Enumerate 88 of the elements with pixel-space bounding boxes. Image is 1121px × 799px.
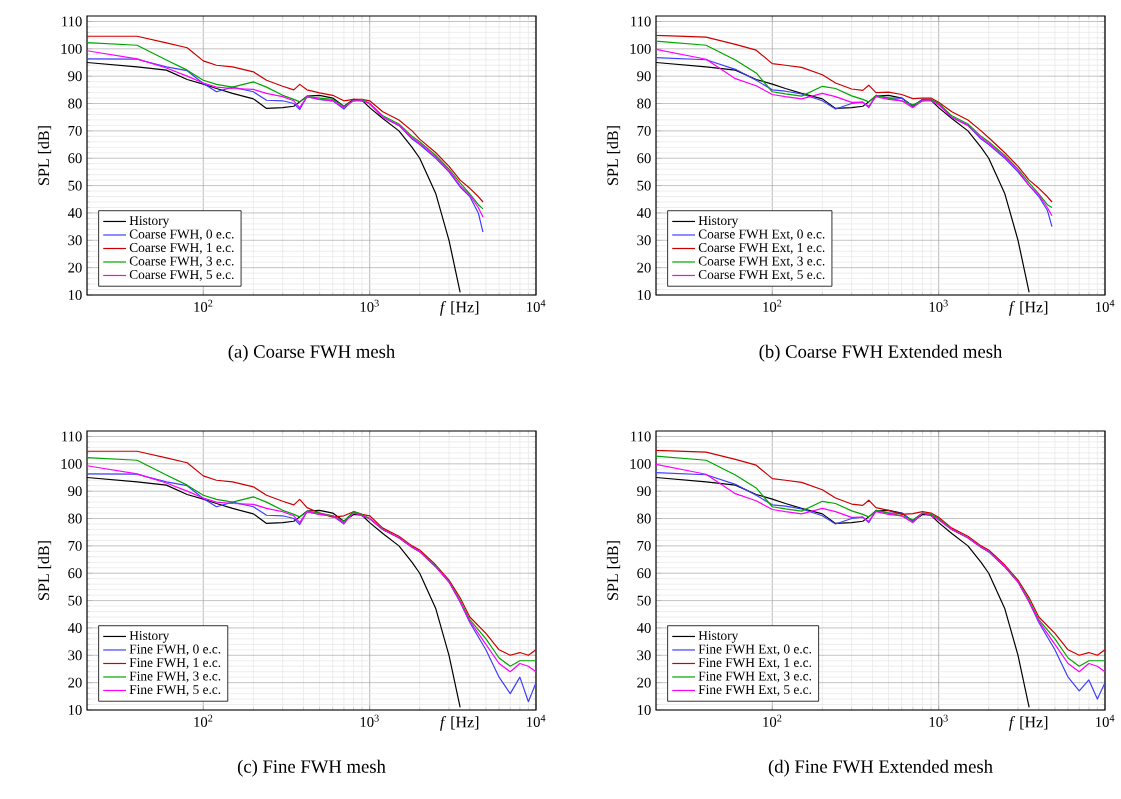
legend-label: History	[698, 216, 739, 228]
y-tick-label: 90	[68, 486, 82, 497]
x-tick-label: 10$^{4}$	[1096, 299, 1115, 312]
y-tick-label: 20	[637, 262, 651, 273]
y-tick-label: 110	[631, 431, 651, 442]
y-tick-label: 70	[68, 125, 82, 136]
y-tick-label: 60	[637, 153, 651, 164]
y-tick-label: 90	[637, 486, 651, 497]
x-tick-label: 10$^{3}$	[929, 299, 948, 312]
y-tick-label: 100	[630, 458, 651, 469]
y-tick-label: 80	[68, 513, 82, 524]
legend-label: Fine FWH Ext, 0 e.c.	[698, 644, 812, 656]
y-tick-label: 70	[637, 125, 651, 136]
y-tick-label: 40	[67, 623, 82, 633]
x-axis-title: f [Hz]	[440, 301, 479, 316]
legend-label: Coarse FWH, 3 e.c.	[129, 256, 234, 268]
y-tick-label: 10	[68, 705, 82, 715]
legend-label: Coarse FWH, 0 e.c.	[129, 229, 234, 241]
legend-label: Coarse FWH Ext, 0 e.c.	[698, 229, 825, 241]
x-tick-label: 10$^{2}$	[194, 714, 213, 727]
y-tick-label: 20	[68, 677, 82, 688]
y-axis-title: SPL [dB]	[606, 126, 621, 185]
y-tick-label: 100	[61, 43, 82, 54]
y-tick-label: 80	[637, 98, 651, 109]
y-tick-label: 40	[67, 208, 82, 218]
text: (b) Coarse FWH Extended mesh	[759, 344, 1003, 362]
legend-label: Coarse FWH Ext, 3 e.c.	[698, 256, 825, 268]
y-tick-label: 40	[636, 208, 651, 218]
legend-label: Coarse FWH, 1 e.c.	[129, 243, 234, 254]
y-tick-label: 70	[68, 540, 82, 551]
y-tick-label: 20	[68, 262, 82, 273]
y-tick-label: 30	[637, 650, 651, 661]
x-tick-label: 10$^{3}$	[929, 714, 948, 727]
legend-label: History	[698, 631, 739, 643]
x-tick-label: 10$^{3}$	[360, 714, 379, 727]
y-tick-label: 80	[637, 513, 651, 524]
x-axis-title: f [Hz]	[440, 716, 479, 731]
y-tick-label: 10	[637, 290, 651, 300]
legend-label: Coarse FWH, 5 e.c.	[129, 270, 234, 281]
y-tick-label: 70	[637, 540, 651, 551]
y-axis-title: SPL [dB]	[606, 541, 621, 600]
text: (d) Fine FWH Extended mesh	[768, 759, 993, 777]
y-tick-label: 80	[68, 98, 82, 109]
y-tick-label: 100	[61, 458, 82, 469]
x-tick-label: 10$^{3}$	[360, 299, 379, 312]
y-tick-label: 20	[637, 677, 651, 688]
y-tick-label: 50	[68, 595, 82, 606]
x-axis-title: f [Hz]	[1009, 716, 1048, 731]
text: (a) Coarse FWH mesh	[228, 344, 395, 362]
legend-label: Fine FWH Ext, 1 e.c.	[698, 658, 812, 669]
y-tick-label: 10	[68, 290, 82, 300]
y-tick-label: 50	[68, 180, 82, 191]
legend-label: History	[129, 216, 170, 228]
legend-label: Fine FWH, 5 e.c.	[129, 685, 221, 696]
text: (c) Fine FWH mesh	[237, 759, 386, 777]
y-tick-label: 110	[62, 16, 82, 27]
y-tick-label: 10	[637, 705, 651, 715]
y-tick-label: 50	[637, 595, 651, 606]
y-tick-label: 60	[68, 153, 82, 164]
legend-label: Coarse FWH Ext, 1 e.c.	[698, 243, 825, 254]
y-tick-label: 30	[637, 235, 651, 246]
legend-label: Fine FWH Ext, 3 e.c.	[698, 671, 812, 683]
y-axis-title: SPL [dB]	[37, 126, 52, 185]
x-tick-label: 10$^{4}$	[1096, 714, 1115, 727]
legend-label: History	[129, 631, 170, 643]
y-tick-label: 50	[637, 180, 651, 191]
y-tick-label: 100	[630, 43, 651, 54]
x-tick-label: 10$^{4}$	[527, 714, 546, 727]
legend-label: Fine FWH, 0 e.c.	[129, 644, 221, 656]
legend-label: Fine FWH, 3 e.c.	[129, 671, 221, 683]
x-tick-label: 10$^{2}$	[763, 714, 782, 727]
x-tick-label: 10$^{2}$	[763, 299, 782, 312]
y-tick-label: 30	[68, 235, 82, 246]
y-axis-title: SPL [dB]	[37, 541, 52, 600]
legend-label: Coarse FWH Ext, 5 e.c.	[698, 270, 825, 281]
x-tick-label: 10$^{4}$	[527, 299, 546, 312]
y-tick-label: 90	[68, 71, 82, 82]
y-tick-label: 110	[631, 16, 651, 27]
y-tick-label: 60	[637, 568, 651, 579]
legend-label: Fine FWH, 1 e.c.	[129, 658, 221, 669]
y-tick-label: 90	[637, 71, 651, 82]
y-tick-label: 30	[68, 650, 82, 661]
legend-label: Fine FWH Ext, 5 e.c.	[698, 685, 812, 696]
y-tick-label: 110	[62, 431, 82, 442]
y-tick-label: 60	[68, 568, 82, 579]
x-tick-label: 10$^{2}$	[194, 299, 213, 312]
y-tick-label: 40	[636, 623, 651, 633]
x-axis-title: f [Hz]	[1009, 301, 1048, 316]
